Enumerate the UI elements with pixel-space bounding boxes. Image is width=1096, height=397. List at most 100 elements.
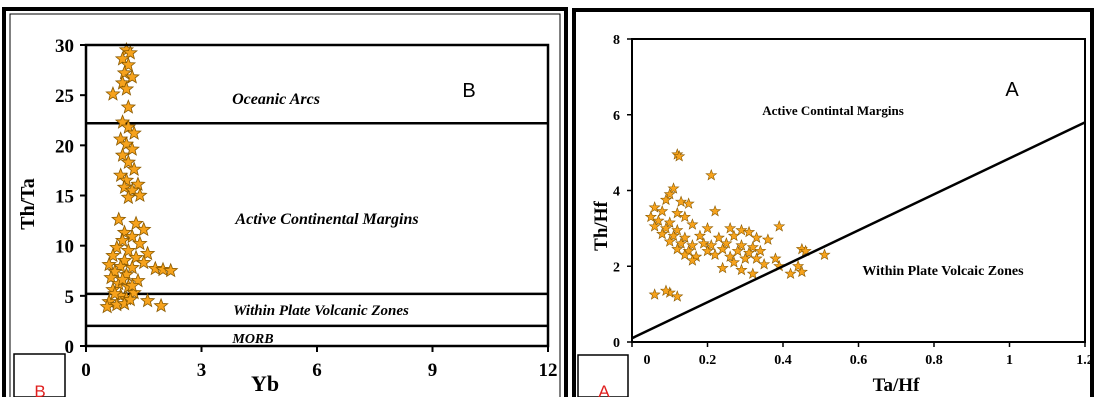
panel-a-data-point (659, 193, 673, 206)
panel-a-x-tick-label: 0.8 (925, 353, 943, 368)
panel-a-data-point (693, 229, 706, 242)
panel-a-data-point (792, 259, 805, 272)
panel-a-data-point (648, 201, 661, 213)
panel-b-data-point (120, 99, 137, 114)
panel-a-data-point (659, 222, 673, 234)
panel-a-data-point (675, 237, 688, 249)
panel-b-data-point (147, 260, 164, 276)
panel-b-data-point (116, 252, 133, 268)
panel-a-data-point (656, 204, 669, 217)
panel-a-x-tick-label: 0.6 (850, 353, 868, 368)
panel-b-data-point (124, 277, 140, 293)
panel-b-data-point (120, 56, 137, 72)
panel-a-data-point (659, 284, 673, 297)
panel-a-data-point (742, 225, 756, 238)
panel-b-data-point (120, 119, 137, 134)
panel-a-data-point (735, 263, 748, 276)
panel-b-data-point (122, 44, 138, 60)
panel-a-y-tick-label: 8 (613, 33, 620, 48)
panel-b-region-oceanic-arcs: Oceanic Arcs (232, 91, 320, 108)
panel-a-data-point (727, 256, 740, 268)
panel-b-data-point (114, 271, 131, 287)
panel-a-data-point (735, 239, 748, 251)
panel-b-region-lines (86, 122, 548, 328)
panel-a-data-point (667, 182, 680, 194)
panel-a-data-point (686, 254, 699, 266)
panel-b-data-point (107, 285, 123, 301)
panel-a-data-point (673, 150, 686, 162)
panel-a-data-point (731, 244, 744, 257)
panel-b-data-point (124, 259, 140, 275)
panel-b-data-point (124, 182, 140, 198)
panel-a-data-point (727, 229, 740, 242)
panel-a-data-point (678, 231, 691, 243)
panel-a-corner-box (577, 354, 629, 397)
panel-a-data-point (769, 252, 782, 264)
panel-a-points (644, 148, 831, 302)
panel-a-x-tick-label: 0 (644, 353, 651, 368)
panel-b-data-point (103, 269, 119, 285)
panel-a-data-point (818, 248, 831, 261)
panel-a-data-point (656, 227, 669, 240)
panel-a-corner-label: A (598, 382, 610, 397)
panel-b-data-point (124, 141, 140, 156)
panel-b-region-active-margins: Active Continental Margins (234, 211, 418, 228)
panel-a-data-point (678, 248, 691, 261)
panel-a-data-point (705, 239, 718, 251)
panel-b-data-point (114, 75, 131, 90)
panel-a-data-point (709, 248, 722, 261)
panel-b-data-point (124, 68, 140, 84)
panel-a-data-point (750, 231, 763, 243)
panel-b-y-tick-label: 5 (65, 287, 75, 308)
panel-b-corner-label: B (34, 382, 45, 397)
panel-b-y-tick-label: 10 (55, 237, 74, 258)
panel-a-data-point (644, 210, 657, 223)
panel-b-inner-frame (9, 13, 561, 397)
panel-a-data-point (671, 290, 684, 302)
panel-b-data-point (109, 239, 125, 255)
panel-b-data-point (128, 249, 144, 265)
panel-a-data-point (712, 231, 725, 243)
panel-a-data-point (701, 244, 714, 257)
panel-b-data-point (136, 254, 152, 270)
panel-b-data-point (126, 161, 142, 176)
panel-a-data-point (754, 244, 767, 257)
panel-a-data-point (724, 250, 737, 262)
panel-a-data-point (746, 240, 759, 253)
panel-b-data-point (114, 50, 131, 66)
panel-b-region-morb: MORB (231, 332, 273, 347)
panel-b-frame (2, 7, 568, 397)
panel-a-data-point (758, 258, 771, 270)
panel-b-data-point (130, 176, 146, 192)
panel-a-data-point (761, 233, 774, 245)
panel-b-region-within-plate: Within Plate Volcanic Zones (233, 303, 409, 319)
panel-b-x-tick-label: 0 (81, 360, 91, 381)
panel-b-data-point (120, 154, 137, 169)
panel-b-data-point (162, 262, 179, 278)
panel-b-y-tick-label: 0 (65, 337, 75, 358)
panel-a-data-point (750, 252, 763, 264)
panel-b-data-point (124, 228, 140, 244)
panel-b-data-point (114, 147, 131, 162)
panel-b-data-point (105, 247, 121, 263)
panel-b-label-box (438, 70, 512, 110)
panel-a-boundary-line (631, 121, 1086, 340)
panel-a-x-tick-label: 1.2 (1076, 353, 1094, 368)
panel-a-data-point (742, 246, 756, 259)
panel-b-data-point (120, 189, 137, 205)
panel-b-y-tick-label: 15 (55, 187, 74, 208)
panel-a-data-point (671, 242, 684, 255)
panel-a-data-point (724, 222, 737, 234)
panel-b-x-tick-label: 6 (312, 360, 322, 381)
panel-b-data-point (118, 81, 135, 96)
panel-b-data-point (105, 86, 121, 101)
panel-b-y-axis-label: Th/Ta (17, 178, 39, 230)
panel-b-x-tick-label: 9 (428, 360, 438, 381)
panel-b-data-point (101, 256, 117, 272)
panel-a-x-tick-label: 0.4 (774, 353, 792, 368)
panel-a-data-point (652, 214, 665, 226)
panel-a-data-point (686, 218, 699, 230)
panel-a-data-point (795, 265, 808, 278)
panel-a-data-point (697, 237, 710, 249)
